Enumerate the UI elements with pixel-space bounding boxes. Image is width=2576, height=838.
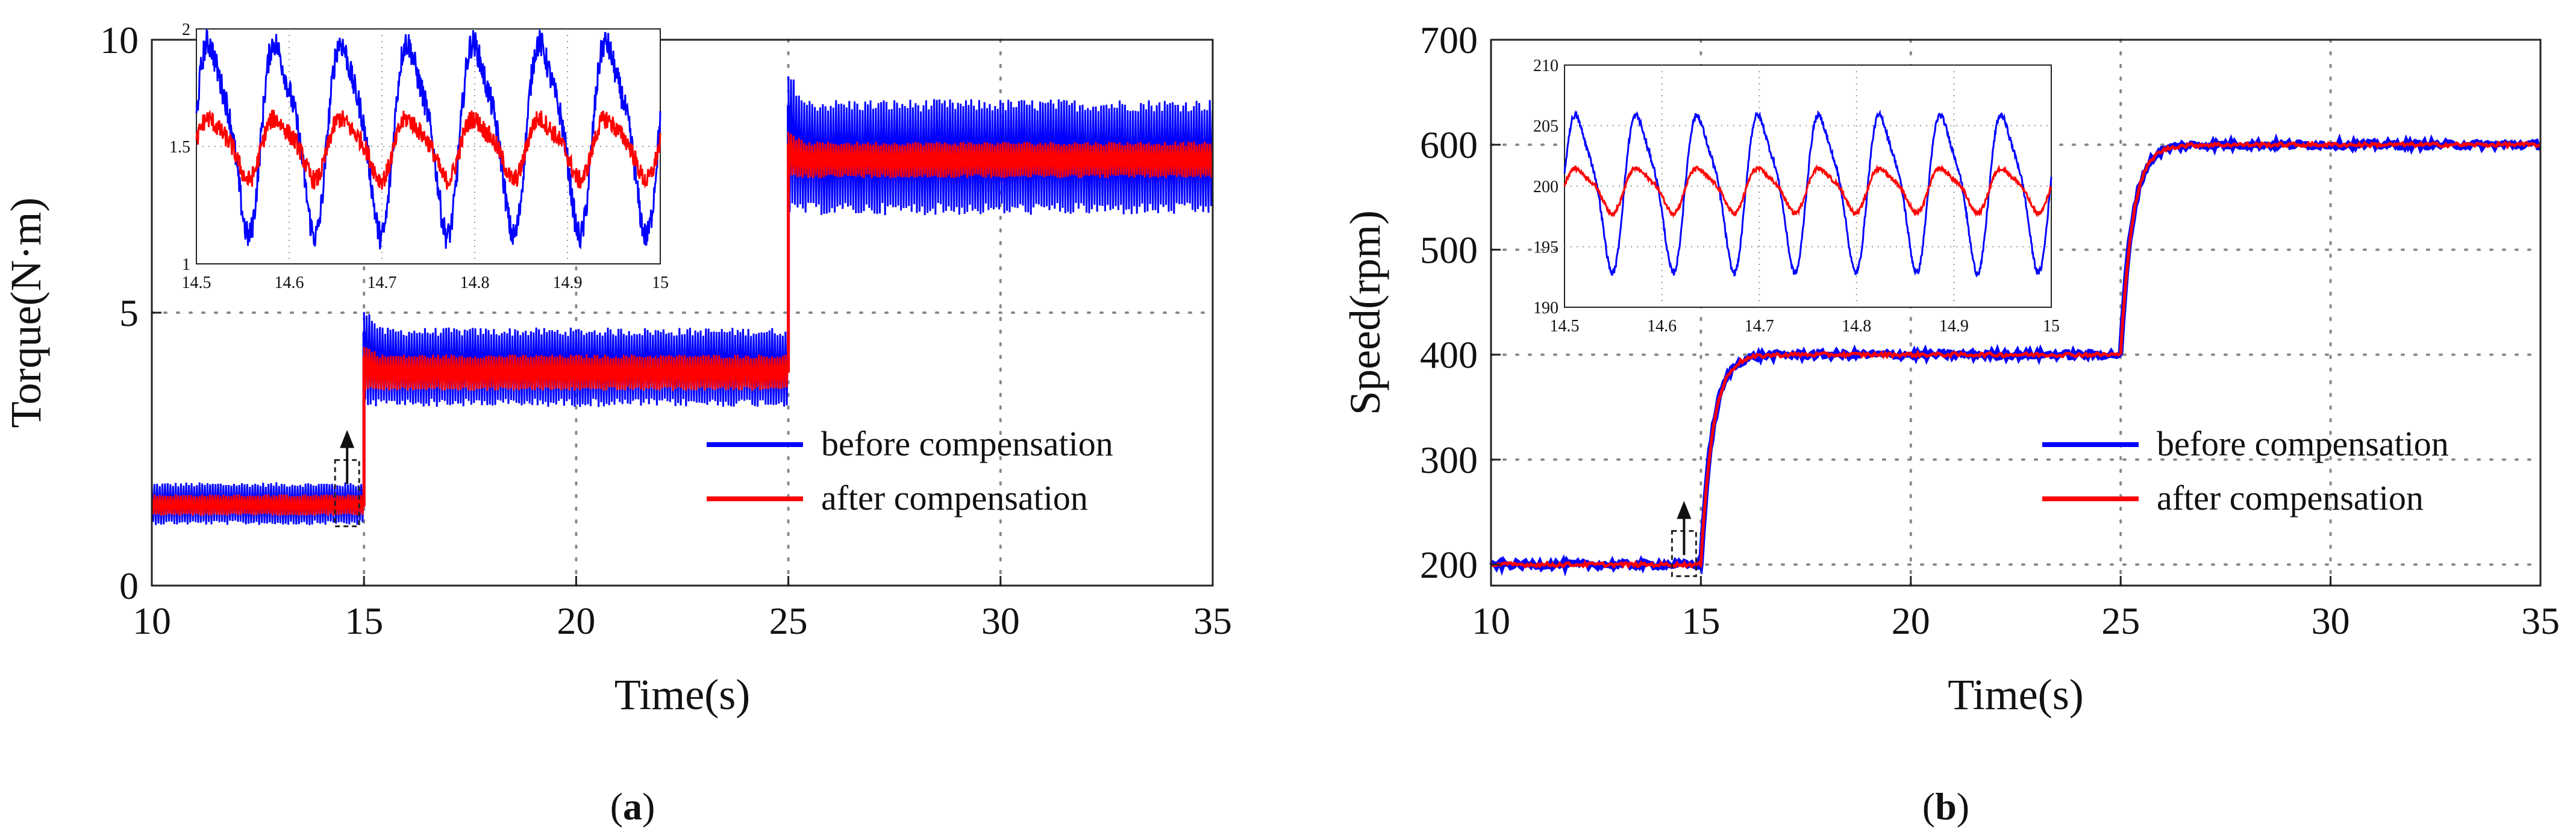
y-tick-label: 300 [1420, 439, 1478, 481]
inset-x-tick-label: 14.5 [182, 274, 211, 292]
inset-y-tick-label: 195 [1533, 239, 1558, 257]
y-tick-label: 400 [1420, 334, 1478, 377]
zoom-arrow-head [1677, 501, 1692, 519]
legend-label-after: after compensation [821, 478, 1088, 517]
x-tick-label: 35 [1193, 599, 1232, 642]
legend-label-after: after compensation [2157, 478, 2424, 517]
after-compensation-series-band [151, 494, 365, 516]
y-tick-label: 5 [119, 292, 139, 334]
inset-x-tick-label: 14.7 [367, 274, 397, 292]
after-compensation-series-trace [1490, 140, 2542, 569]
inset-x-tick-label: 15 [2043, 317, 2060, 336]
speed-chart: 10 15 20 25 30 35 200 300 400 500 600 700 Time(s) Spe… [1341, 19, 2560, 828]
x-tick-label: 20 [1892, 599, 1930, 642]
y-tick-label: 600 [1420, 124, 1478, 166]
panel-label-close: ) [642, 785, 655, 828]
x-tick-label: 30 [981, 599, 1020, 642]
inset-y-tick-label: 190 [1533, 299, 1558, 317]
inset-x-tick-label: 14.6 [275, 274, 304, 292]
inset-x-tick-label: 14.9 [553, 274, 583, 292]
inset-y-tick-label: 1.5 [169, 138, 190, 157]
x-tick-label: 15 [345, 599, 383, 642]
inset-x-tick-label: 15 [652, 274, 669, 292]
inset-x-tick-label: 14.9 [1939, 317, 1969, 336]
x-tick-label: 25 [2101, 599, 2140, 642]
inset-after-compensation-trace [1563, 163, 2052, 219]
inset-x-tick-label: 14.5 [1550, 317, 1580, 336]
after-compensation-series-band [787, 131, 1214, 178]
inset-before-compensation-trace [1563, 109, 2052, 278]
panel-label-close: ) [1957, 785, 1969, 828]
y-axis-label: Speed(rpm) [1341, 210, 1389, 415]
torque-chart: 10 15 20 25 30 35 0 5 10 Time(s) Torque(N·m) before… [2, 19, 1232, 828]
x-axis-label: Time(s) [1948, 671, 2083, 719]
y-tick-label: 200 [1420, 543, 1478, 586]
plot-frame [1490, 39, 2542, 587]
inset-x-tick-label: 14.6 [1647, 317, 1677, 336]
x-tick-label: 15 [1681, 599, 1720, 642]
x-tick-label: 10 [133, 599, 171, 642]
panel-label: (a) [610, 785, 655, 828]
x-tick-label: 20 [557, 599, 595, 642]
x-axis-label: Time(s) [614, 671, 750, 719]
x-tick-label: 30 [2312, 599, 2350, 642]
y-axis-label: Torque(N·m) [2, 198, 50, 428]
inset-y-tick-label: 205 [1533, 117, 1558, 136]
inset-y-tick-label: 200 [1533, 178, 1558, 196]
x-tick-label: 25 [769, 599, 808, 642]
y-tick-label: 0 [119, 564, 139, 607]
inset-after-compensation-trace [195, 110, 661, 190]
legend-label-before: before compensation [2157, 424, 2449, 463]
inset-x-tick-label: 14.8 [460, 274, 490, 292]
inset-before-compensation-trace [195, 28, 661, 250]
panel-label-letter: a [623, 785, 642, 828]
inset-x-tick-label: 14.8 [1842, 317, 1871, 336]
after-compensation-series-band [363, 346, 789, 391]
panel-label-open: ( [1922, 785, 1935, 828]
inset-y-tick-label: 210 [1533, 57, 1558, 75]
y-tick-label: 700 [1420, 19, 1478, 61]
x-tick-label: 35 [2521, 599, 2560, 642]
x-tick-label: 10 [1472, 599, 1510, 642]
zoom-arrow-head [340, 430, 355, 448]
panel-label-open: ( [610, 785, 623, 828]
legend-label-before: before compensation [821, 424, 1113, 463]
inset-y-tick-label: 2 [182, 20, 190, 39]
panel-label: (b) [1922, 785, 1969, 828]
y-tick-label: 500 [1420, 228, 1478, 271]
y-tick-label: 10 [100, 19, 139, 61]
inset-y-tick-label: 1 [182, 255, 190, 274]
panel-label-letter: b [1935, 785, 1957, 828]
inset-x-tick-label: 14.7 [1745, 317, 1774, 336]
